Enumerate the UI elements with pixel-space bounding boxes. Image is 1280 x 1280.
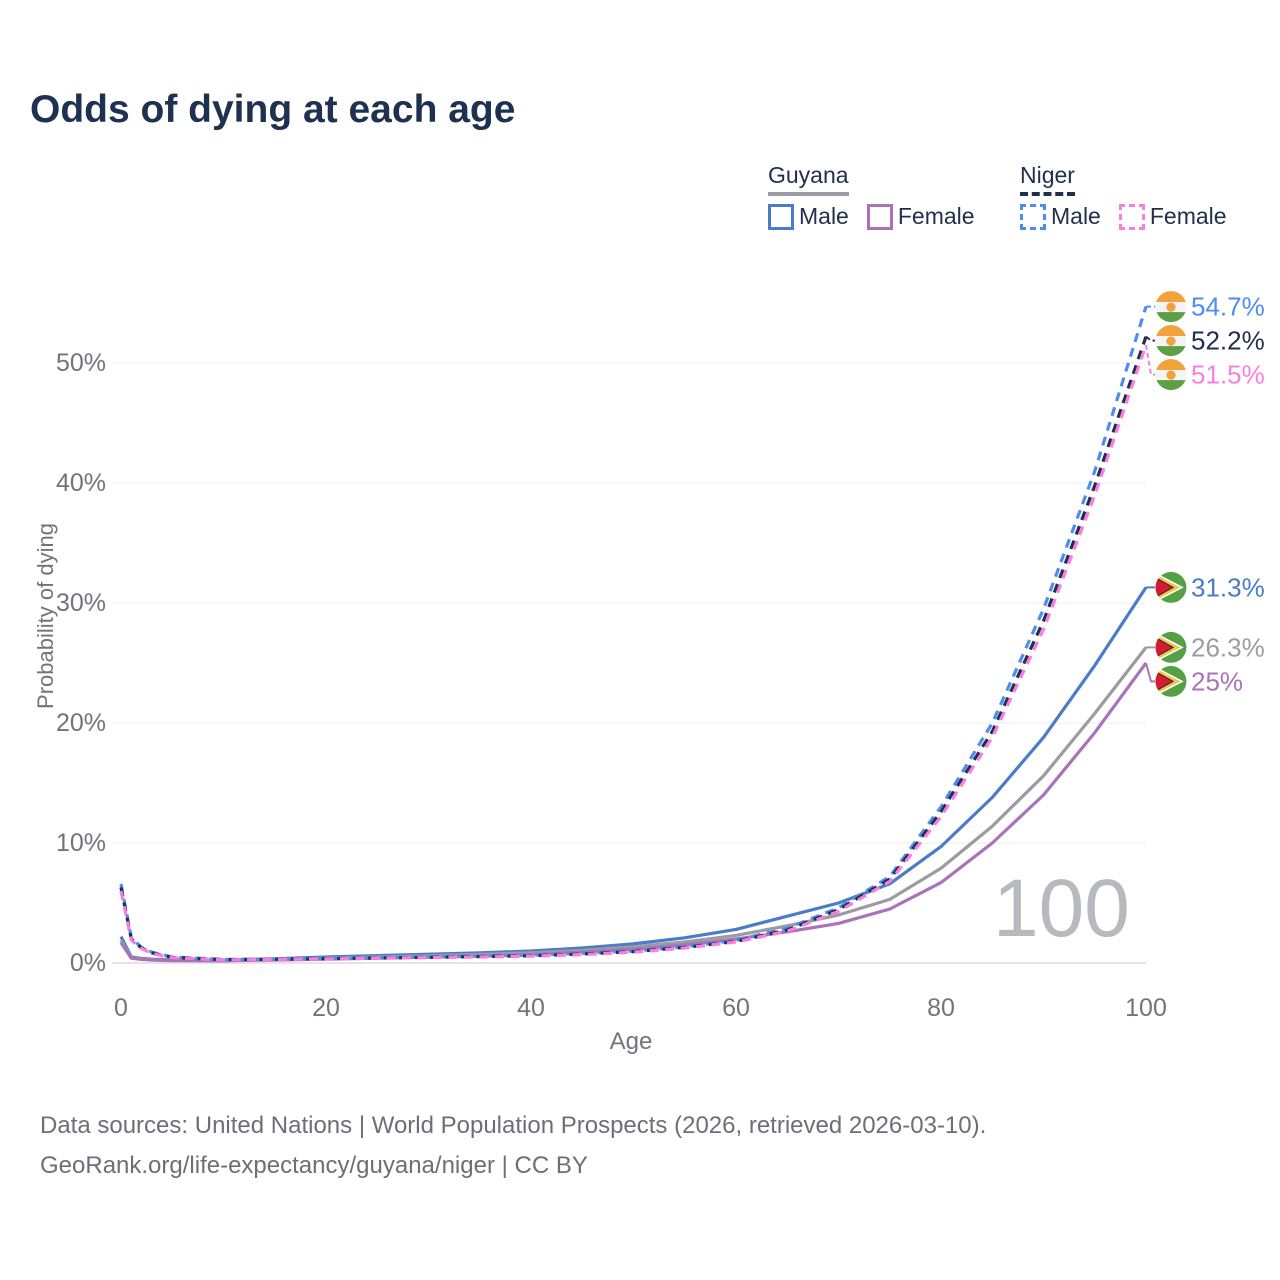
legend-item-guyana-female[interactable]: Female	[866, 203, 975, 230]
footer: Data sources: United Nations | World Pop…	[40, 1106, 986, 1186]
legend-item-label: Male	[799, 203, 849, 229]
leader-niger-female	[1145, 344, 1155, 376]
legend-item-label: Male	[1051, 203, 1101, 229]
niger-female-swatch-icon	[1118, 203, 1145, 230]
line-guyana-male	[119, 586, 1148, 962]
niger-flag-icon	[1155, 359, 1187, 391]
legend-item-label: Female	[1149, 203, 1227, 229]
legend-item-guyana-male[interactable]: Male	[768, 203, 849, 230]
leader-niger-both	[1145, 335, 1155, 342]
legend-item-niger-male[interactable]: Male	[1020, 203, 1101, 230]
end-label-niger-female: 51.5%	[1191, 360, 1265, 390]
x-tick-40: 40	[517, 994, 545, 1022]
guyana-male-swatch-icon	[768, 203, 794, 230]
end-label-guyana-both: 26.3%	[1191, 632, 1265, 662]
legend-row-guyana: Male Female	[768, 203, 975, 230]
end-label-niger-male: 54.7%	[1191, 292, 1265, 322]
line-guyana-both	[119, 646, 1148, 963]
x-tick-20: 20	[312, 994, 340, 1022]
legend-item-label: Female	[897, 203, 975, 229]
y-tick-30: 30%	[56, 589, 106, 617]
x-tick-60: 60	[722, 994, 750, 1022]
end-label-niger-both: 52.2%	[1191, 326, 1265, 356]
legend-item-niger-female[interactable]: Female	[1118, 203, 1227, 230]
end-label-guyana-female: 25%	[1191, 666, 1243, 696]
line-niger-female	[119, 344, 1148, 962]
x-tick-0: 0	[114, 994, 128, 1022]
niger-flag-icon	[1155, 325, 1187, 357]
hover-age-watermark: 100	[993, 863, 1130, 954]
guyana-flag-icon	[1155, 665, 1187, 697]
page-title: Odds of dying at each age	[30, 88, 516, 131]
legend-group-guyana: Guyana Male Female	[768, 162, 975, 230]
x-axis-title: Age	[609, 1028, 653, 1055]
legend-country-guyana[interactable]: Guyana	[768, 162, 849, 196]
legend-group-niger: Niger Male Female	[1020, 162, 1227, 230]
end-label-guyana-male: 31.3%	[1191, 572, 1265, 602]
leader-guyana-female	[1145, 662, 1155, 683]
y-tick-0: 0%	[70, 949, 106, 977]
line-guyana-female	[119, 662, 1148, 963]
niger-flag-icon	[1155, 291, 1187, 323]
y-tick-10: 10%	[56, 829, 106, 857]
x-tick-100: 100	[1125, 994, 1167, 1022]
guyana-flag-icon	[1155, 571, 1187, 603]
y-tick-20: 20%	[56, 709, 106, 737]
legend-row-niger: Male Female	[1020, 203, 1227, 230]
guyana-female-swatch-icon	[866, 203, 893, 230]
x-tick-80: 80	[927, 994, 955, 1022]
footer-url-line: GeoRank.org/life-expectancy/guyana/niger…	[40, 1152, 588, 1180]
line-niger-both	[119, 336, 1148, 962]
y-tick-40: 40%	[56, 469, 106, 497]
y-tick-50: 50%	[56, 349, 106, 377]
niger-male-swatch-icon	[1020, 203, 1046, 230]
line-niger-male	[119, 306, 1148, 962]
footer-sources-line: Data sources: United Nations | World Pop…	[40, 1112, 987, 1139]
legend-country-niger[interactable]: Niger	[1020, 162, 1075, 196]
guyana-flag-icon	[1155, 631, 1187, 663]
